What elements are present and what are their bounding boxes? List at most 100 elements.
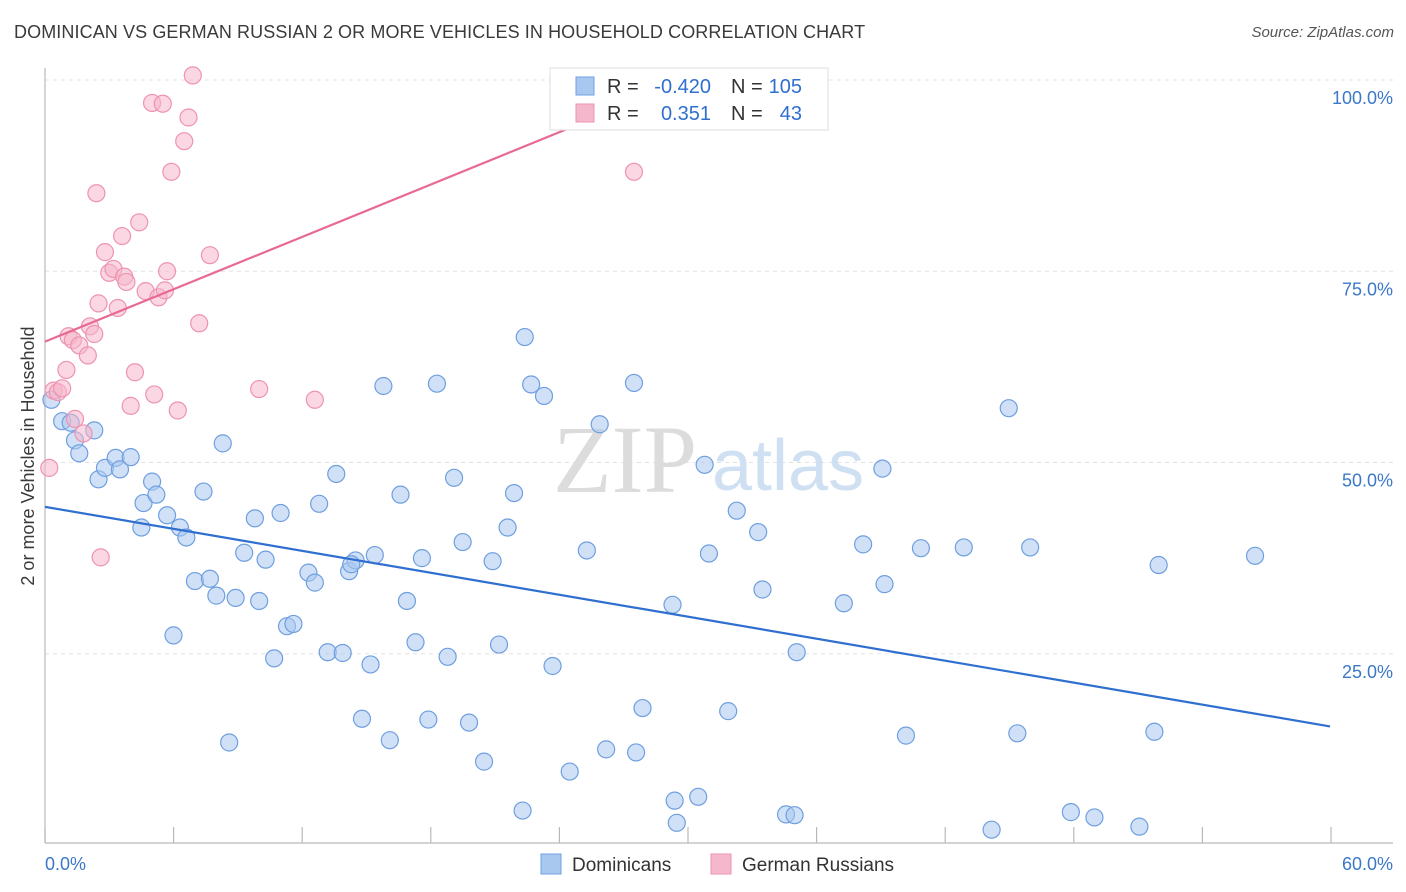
y-tick-label: 100.0% (1332, 88, 1393, 108)
point-dominicans (834, 594, 853, 613)
point-dominicans (854, 535, 873, 554)
legend-bottom-label-dominicans: Dominicans (572, 855, 671, 876)
point-dominicans (271, 503, 290, 523)
point-dominicans (1085, 808, 1104, 827)
point-dominicans (380, 731, 399, 750)
point-dominicans (896, 726, 916, 745)
point-dominicans (213, 434, 232, 453)
point-dominicans (207, 586, 226, 605)
point-dominicans (633, 698, 652, 718)
point-dominicans (419, 710, 438, 729)
y-tick-label: 50.0% (1342, 471, 1393, 491)
data-points (40, 66, 1265, 839)
point-dominicans (911, 539, 931, 558)
point-german-russians (190, 314, 209, 333)
legend-top-box (549, 67, 829, 131)
legend-swatch-dominicans (575, 76, 595, 96)
legend-bottom: Dominicans German Russians (540, 853, 894, 876)
point-dominicans (695, 455, 714, 474)
point-dominicans (727, 501, 746, 520)
point-dominicans (226, 588, 245, 608)
point-dominicans (560, 762, 579, 781)
point-dominicans (265, 649, 284, 668)
point-german-russians (175, 132, 194, 151)
point-dominicans (444, 468, 464, 487)
point-dominicans (327, 464, 346, 484)
point-dominicans (284, 614, 303, 634)
point-dominicans (1130, 817, 1149, 836)
point-german-russians (157, 262, 177, 281)
point-german-russians (53, 379, 72, 398)
point-dominicans (787, 643, 806, 662)
chart-title: DOMINICAN VS GERMAN RUSSIAN 2 OR MORE VE… (14, 22, 866, 42)
y-tick-label: 25.0% (1342, 662, 1393, 682)
point-german-russians (112, 226, 132, 246)
point-dominicans (110, 460, 130, 479)
legend-n-label-2: N = (731, 103, 763, 125)
legend-top: R = -0.420 N = 105 R = 0.351 N = 43 (549, 67, 829, 131)
point-german-russians (125, 363, 145, 382)
point-dominicans (498, 518, 517, 537)
point-dominicans (1149, 555, 1168, 575)
point-dominicans (374, 376, 393, 396)
point-dominicans (305, 573, 324, 592)
point-dominicans (590, 415, 609, 434)
point-german-russians (78, 346, 97, 365)
point-dominicans (164, 626, 183, 645)
x-axis-ticks (44, 827, 1332, 843)
legend-bottom-swatch-dominicans (540, 853, 562, 875)
point-dominicans (70, 444, 89, 463)
point-dominicans (194, 482, 213, 501)
point-dominicans (522, 375, 541, 394)
point-german-russians (91, 548, 110, 567)
grid-lines (45, 79, 1393, 655)
point-german-russians (200, 246, 220, 265)
point-dominicans (1061, 803, 1080, 822)
point-dominicans (200, 569, 220, 588)
y-tick-label: 75.0% (1342, 279, 1393, 299)
legend-bottom-swatch-german-russians (710, 853, 732, 875)
point-dominicans (1008, 724, 1027, 743)
legend-n-value-1: 105 (769, 76, 802, 98)
point-dominicans (626, 743, 646, 762)
trend-lines (44, 78, 1331, 728)
point-dominicans (534, 386, 554, 406)
point-dominicans (954, 538, 973, 557)
point-dominicans (453, 532, 472, 552)
point-dominicans (873, 459, 892, 478)
point-german-russians (117, 272, 136, 292)
legend-swatch-german-russians (575, 103, 595, 123)
point-german-russians (130, 213, 149, 232)
point-dominicans (459, 713, 479, 732)
point-dominicans (699, 544, 719, 563)
point-dominicans (489, 635, 509, 654)
point-dominicans (982, 820, 1001, 839)
point-dominicans (147, 485, 166, 504)
point-dominicans (427, 374, 447, 393)
point-dominicans (361, 655, 380, 674)
point-german-russians (153, 94, 172, 113)
point-german-russians (74, 424, 93, 443)
point-dominicans (121, 448, 140, 467)
point-dominicans (438, 647, 457, 666)
point-dominicans (543, 656, 562, 676)
x-tick-label-max: 60.0% (1342, 854, 1393, 874)
point-german-russians (168, 401, 187, 420)
point-dominicans (1145, 722, 1164, 741)
point-german-russians (121, 396, 140, 415)
legend-bottom-label-german-russians: German Russians (742, 855, 894, 876)
point-dominicans (689, 787, 708, 806)
point-german-russians (40, 458, 59, 477)
point-german-russians (85, 324, 104, 344)
point-dominicans (397, 591, 417, 611)
point-german-russians (624, 162, 644, 181)
point-dominicans (310, 494, 329, 513)
point-dominicans (719, 702, 738, 721)
point-german-russians (89, 294, 108, 313)
point-dominicans (663, 595, 682, 614)
point-dominicans (333, 643, 352, 663)
point-dominicans (245, 509, 264, 528)
watermark-atlas: atlas (712, 426, 864, 506)
point-dominicans (1245, 546, 1265, 565)
